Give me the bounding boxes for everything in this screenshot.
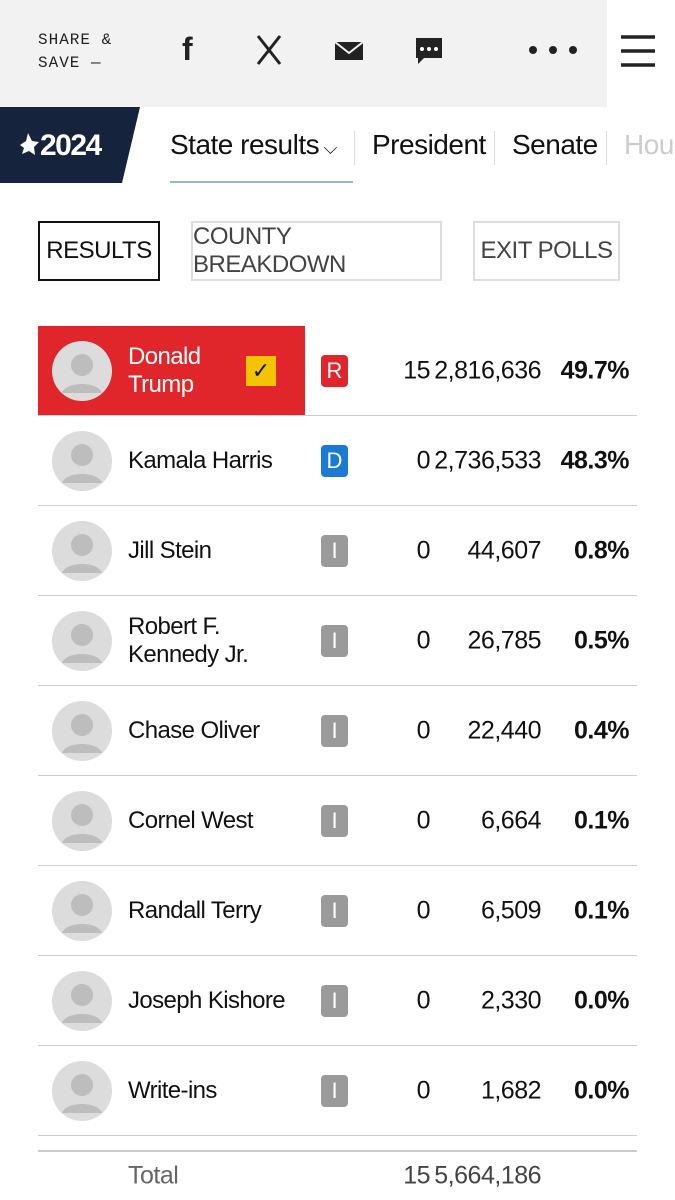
candidate-row: Donald Trump ✓ R 15 2,816,636 49.7% <box>38 326 637 416</box>
vote-count: 2,330 <box>480 986 542 1014</box>
candidate-name: Chase Oliver <box>128 716 260 744</box>
party-badge: I <box>321 624 348 657</box>
vote-percent: 0.5% <box>574 626 629 654</box>
avatar <box>52 340 112 401</box>
electoral-votes: 0 <box>416 446 431 474</box>
candidate-name: Robert F. Kennedy Jr. <box>128 612 249 668</box>
vote-percent: 49.7% <box>560 356 630 384</box>
electoral-votes: 0 <box>416 716 431 744</box>
tab[interactable]: RESULTS <box>38 221 160 281</box>
total-votes: 5,664,186 <box>434 1161 541 1190</box>
total-label: Total <box>128 1161 179 1190</box>
electoral-votes: 0 <box>416 806 431 834</box>
candidate-row: Joseph Kishore I 0 2,330 0.0% <box>38 956 637 1046</box>
winner-check: ✓ <box>246 356 276 386</box>
electoral-votes: 0 <box>416 626 431 654</box>
electoral-votes: 15 <box>403 356 430 384</box>
party-badge: I <box>321 714 348 747</box>
vote-count: 44,607 <box>467 536 542 564</box>
vote-count: 22,440 <box>467 716 542 744</box>
save-label[interactable]: SAVE — <box>38 54 102 72</box>
nav-item[interactable]: House <box>624 129 675 160</box>
vote-percent: 48.3% <box>560 446 630 474</box>
candidate-name: Randall Terry <box>128 896 262 924</box>
menu-button[interactable] <box>607 0 675 107</box>
total-row: Total 15 5,664,186 <box>38 1150 637 1200</box>
nav-item[interactable]: President <box>372 129 486 160</box>
avatar <box>52 880 112 941</box>
vote-percent: 0.1% <box>574 896 629 924</box>
chevron: ⌵ <box>319 138 338 158</box>
avatar <box>52 790 112 851</box>
tab[interactable]: COUNTY BREAKDOWN <box>191 221 442 281</box>
avatar <box>52 1060 112 1121</box>
candidate-name: Cornel West <box>128 806 254 834</box>
vote-percent: 0.1% <box>574 806 629 834</box>
candidate-row: Chase Oliver I 0 22,440 0.4% <box>38 686 637 776</box>
avatar <box>52 430 112 491</box>
logo-text[interactable]: 2024 <box>40 129 102 162</box>
party-badge: I <box>321 534 348 567</box>
nav-bar: 2024 State results ⌵ President Senate House <box>0 107 675 183</box>
share-label[interactable]: SHARE & <box>38 31 113 49</box>
nav-underline <box>170 181 353 183</box>
svg-text:f: f <box>182 31 193 67</box>
candidate-name: Write-ins <box>128 1076 217 1104</box>
vote-percent: 0.0% <box>574 986 629 1014</box>
avatar <box>52 520 112 581</box>
share-icons[interactable]: f <box>170 30 630 70</box>
candidate-row: Robert F. Kennedy Jr. I 0 26,785 0.5% <box>38 596 637 686</box>
candidate-row: Randall Terry I 0 6,509 0.1% <box>38 866 637 956</box>
nav-item[interactable]: State results ⌵ <box>170 129 338 160</box>
vote-count: 6,509 <box>480 896 542 924</box>
vote-count: 6,664 <box>480 806 542 834</box>
vote-percent: 0.4% <box>574 716 629 744</box>
avatar <box>52 700 112 761</box>
vote-percent: 0.0% <box>574 1076 629 1104</box>
electoral-votes: 0 <box>416 986 431 1014</box>
candidate-row: Write-ins I 0 1,682 0.0% <box>38 1046 637 1136</box>
party-badge: D <box>321 444 348 477</box>
candidate-name: Donald Trump <box>128 342 201 398</box>
candidate-row: Jill Stein I 0 44,607 0.8% <box>38 506 637 596</box>
nav-divider <box>606 131 607 165</box>
vote-percent: 0.8% <box>574 536 629 564</box>
candidate-name: Kamala Harris <box>128 446 273 474</box>
avatar <box>52 970 112 1031</box>
party-badge: I <box>321 894 348 927</box>
avatar <box>52 610 112 671</box>
party-badge: I <box>321 1074 348 1107</box>
total-electoral-votes: 15 <box>403 1161 430 1190</box>
candidate-name: Joseph Kishore <box>128 986 286 1014</box>
tab[interactable]: EXIT POLLS <box>473 221 620 281</box>
candidate-name: Jill Stein <box>128 536 212 564</box>
nav-divider <box>354 131 355 165</box>
nav-divider <box>494 131 495 165</box>
vote-count: 1,682 <box>480 1076 542 1104</box>
candidate-row: Kamala Harris D 0 2,736,533 48.3% <box>38 416 637 506</box>
header: SHARE & SAVE — f <box>0 0 675 107</box>
vote-count: 26,785 <box>467 626 542 654</box>
party-badge: I <box>321 984 348 1017</box>
vote-count: 2,816,636 <box>434 356 541 384</box>
electoral-votes: 0 <box>416 1076 431 1104</box>
nav-item[interactable]: Senate <box>512 129 598 160</box>
electoral-votes: 0 <box>416 536 431 564</box>
candidate-row: Cornel West I 0 6,664 0.1% <box>38 776 637 866</box>
party-badge: R <box>321 354 348 387</box>
vote-count: 2,736,533 <box>434 446 541 474</box>
electoral-votes: 0 <box>416 896 431 924</box>
party-badge: I <box>321 804 348 837</box>
logo-bg[interactable] <box>0 107 145 183</box>
